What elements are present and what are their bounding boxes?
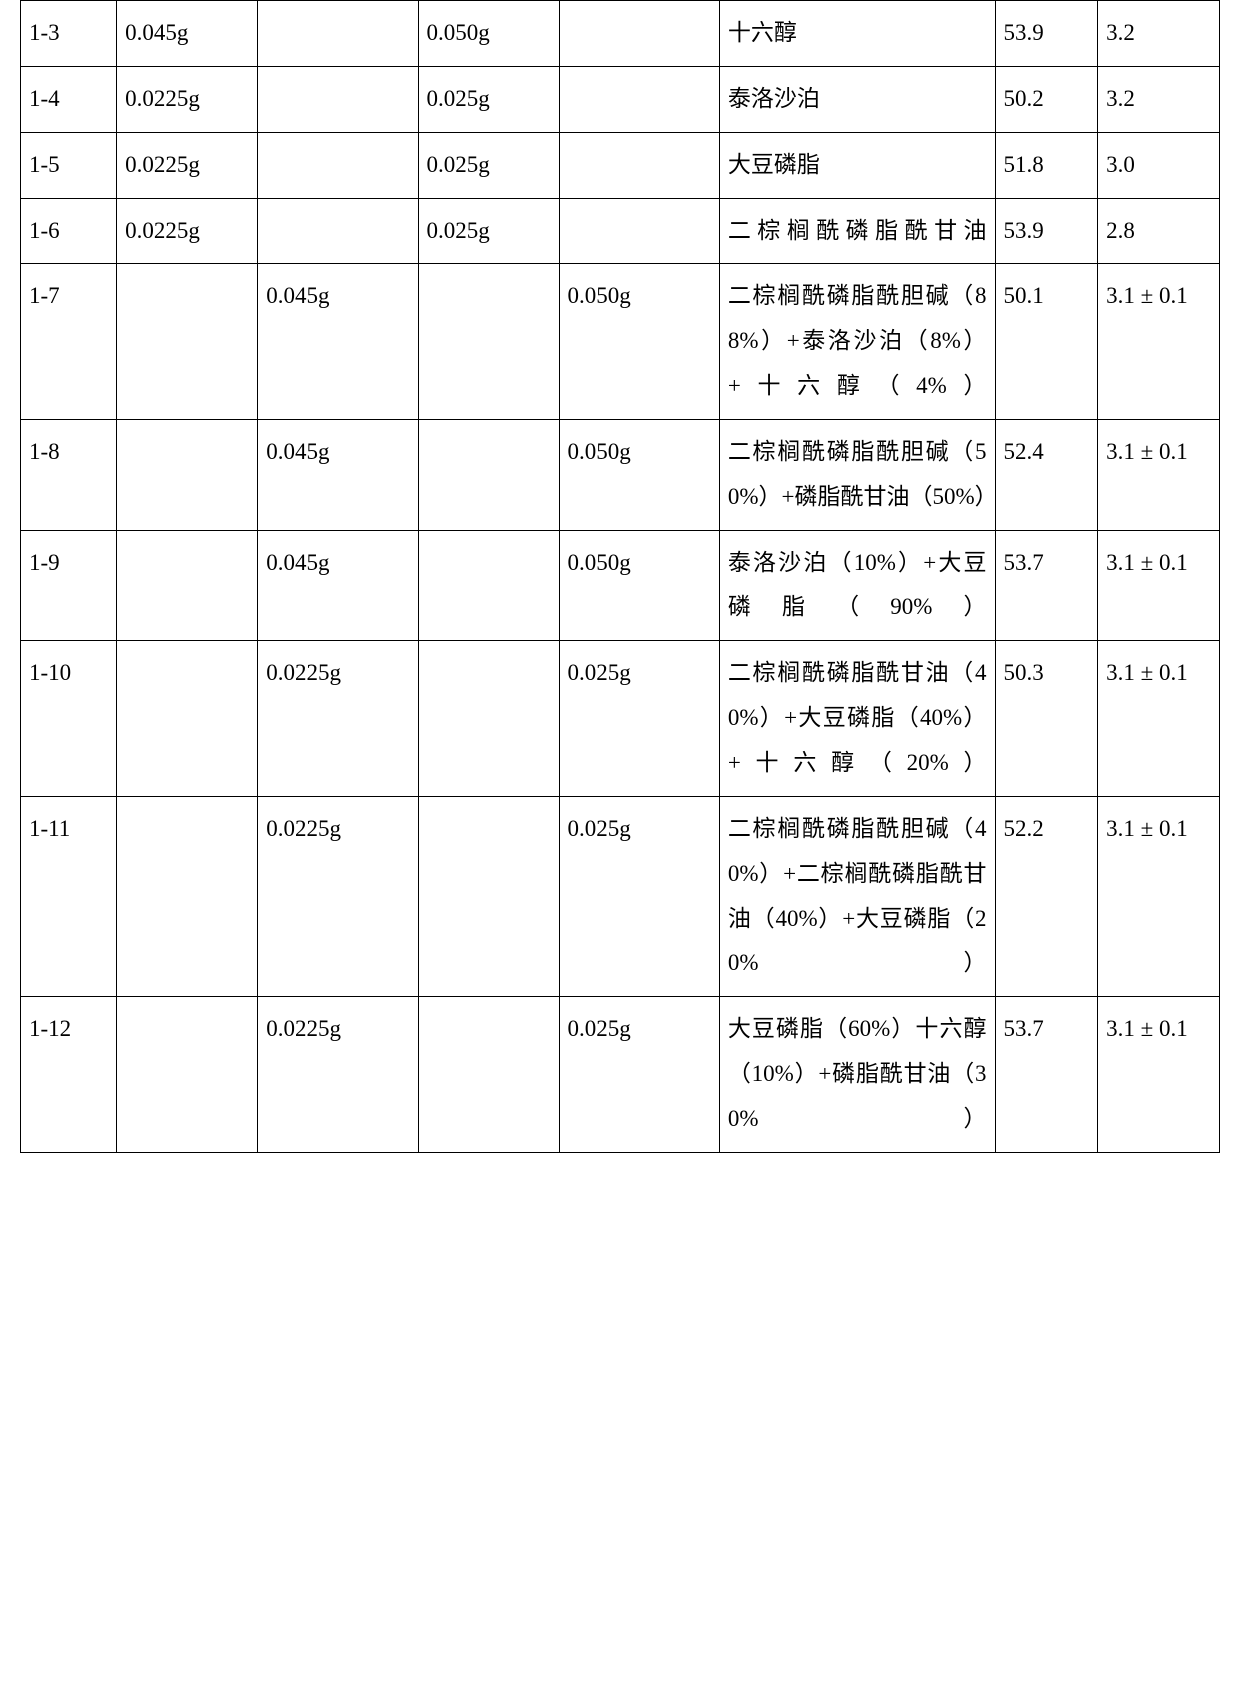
cell-c7: 3.1 ± 0.1 — [1098, 419, 1220, 530]
cell-c3: 0.025g — [418, 198, 559, 264]
cell-c5: 大豆磷脂 — [719, 132, 995, 198]
cell-c4 — [559, 1, 719, 67]
cell-c3 — [418, 264, 559, 420]
cell-c1: 0.0225g — [117, 198, 258, 264]
cell-c1 — [117, 796, 258, 996]
cell-c6: 52.2 — [995, 796, 1098, 996]
cell-c3 — [418, 641, 559, 797]
cell-c5: 泰洛沙泊（10%）+大豆磷脂（90%） — [719, 530, 995, 641]
table-row: 1-9 0.045g 0.050g 泰洛沙泊（10%）+大豆磷脂（90%） 53… — [21, 530, 1220, 641]
cell-c6: 51.8 — [995, 132, 1098, 198]
data-table: 1-3 0.045g 0.050g 十六醇 53.9 3.2 1-4 0.022… — [20, 0, 1220, 1153]
table-row: 1-6 0.0225g 0.025g 二棕榈酰磷脂酰甘油 53.9 2.8 — [21, 198, 1220, 264]
cell-c1 — [117, 997, 258, 1153]
cell-c3 — [418, 796, 559, 996]
cell-c3: 0.025g — [418, 132, 559, 198]
cell-c5: 二棕榈酰磷脂酰甘油 — [719, 198, 995, 264]
cell-c4: 0.050g — [559, 264, 719, 420]
cell-id: 1-6 — [21, 198, 117, 264]
cell-c6: 53.7 — [995, 997, 1098, 1153]
cell-c4 — [559, 198, 719, 264]
cell-c1 — [117, 419, 258, 530]
cell-c3 — [418, 419, 559, 530]
cell-id: 1-10 — [21, 641, 117, 797]
cell-c6: 50.3 — [995, 641, 1098, 797]
cell-c7: 3.1 ± 0.1 — [1098, 997, 1220, 1153]
cell-id: 1-5 — [21, 132, 117, 198]
cell-c2 — [258, 66, 418, 132]
cell-c5: 十六醇 — [719, 1, 995, 67]
table-row: 1-3 0.045g 0.050g 十六醇 53.9 3.2 — [21, 1, 1220, 67]
cell-c3 — [418, 997, 559, 1153]
cell-id: 1-4 — [21, 66, 117, 132]
cell-c6: 53.9 — [995, 198, 1098, 264]
table-row: 1-11 0.0225g 0.025g 二棕榈酰磷脂酰胆碱（40%）+二棕榈酰磷… — [21, 796, 1220, 996]
cell-c7: 3.1 ± 0.1 — [1098, 264, 1220, 420]
cell-c7: 3.0 — [1098, 132, 1220, 198]
cell-c4: 0.025g — [559, 796, 719, 996]
cell-c1 — [117, 264, 258, 420]
cell-c4 — [559, 132, 719, 198]
cell-c2 — [258, 1, 418, 67]
cell-c5: 二棕榈酰磷脂酰胆碱（40%）+二棕榈酰磷脂酰甘油（40%）+大豆磷脂（20%） — [719, 796, 995, 996]
cell-c1: 0.0225g — [117, 66, 258, 132]
cell-c3 — [418, 530, 559, 641]
cell-c1: 0.0225g — [117, 132, 258, 198]
cell-c5: 泰洛沙泊 — [719, 66, 995, 132]
cell-c7: 2.8 — [1098, 198, 1220, 264]
cell-c5: 二棕榈酰磷脂酰胆碱（50%）+磷脂酰甘油（50%） — [719, 419, 995, 530]
cell-c2: 0.045g — [258, 264, 418, 420]
cell-c6: 53.7 — [995, 530, 1098, 641]
cell-c7: 3.1 ± 0.1 — [1098, 641, 1220, 797]
cell-c2: 0.0225g — [258, 997, 418, 1153]
table-row: 1-8 0.045g 0.050g 二棕榈酰磷脂酰胆碱（50%）+磷脂酰甘油（5… — [21, 419, 1220, 530]
cell-c1 — [117, 530, 258, 641]
table-row: 1-7 0.045g 0.050g 二棕榈酰磷脂酰胆碱（88%）+泰洛沙泊（8%… — [21, 264, 1220, 420]
cell-c3: 0.025g — [418, 66, 559, 132]
cell-c7: 3.1 ± 0.1 — [1098, 796, 1220, 996]
cell-c5: 二棕榈酰磷脂酰甘油（40%）+大豆磷脂（40%）+十六醇（20%） — [719, 641, 995, 797]
cell-c6: 53.9 — [995, 1, 1098, 67]
cell-c5: 大豆磷脂（60%）十六醇（10%）+磷脂酰甘油（30%） — [719, 997, 995, 1153]
cell-c6: 50.1 — [995, 264, 1098, 420]
cell-c2: 0.0225g — [258, 796, 418, 996]
table-row: 1-4 0.0225g 0.025g 泰洛沙泊 50.2 3.2 — [21, 66, 1220, 132]
cell-c7: 3.2 — [1098, 1, 1220, 67]
cell-c4 — [559, 66, 719, 132]
table-body: 1-3 0.045g 0.050g 十六醇 53.9 3.2 1-4 0.022… — [21, 1, 1220, 1153]
cell-id: 1-9 — [21, 530, 117, 641]
cell-c4: 0.050g — [559, 530, 719, 641]
cell-c2 — [258, 132, 418, 198]
cell-c7: 3.1 ± 0.1 — [1098, 530, 1220, 641]
cell-id: 1-7 — [21, 264, 117, 420]
cell-c5: 二棕榈酰磷脂酰胆碱（88%）+泰洛沙泊（8%）+十六醇（4%） — [719, 264, 995, 420]
table-row: 1-10 0.0225g 0.025g 二棕榈酰磷脂酰甘油（40%）+大豆磷脂（… — [21, 641, 1220, 797]
table-row: 1-5 0.0225g 0.025g 大豆磷脂 51.8 3.0 — [21, 132, 1220, 198]
cell-c7: 3.2 — [1098, 66, 1220, 132]
cell-c2: 0.045g — [258, 530, 418, 641]
cell-c4: 0.025g — [559, 997, 719, 1153]
cell-c4: 0.050g — [559, 419, 719, 530]
cell-c6: 50.2 — [995, 66, 1098, 132]
cell-id: 1-3 — [21, 1, 117, 67]
cell-c2 — [258, 198, 418, 264]
cell-c4: 0.025g — [559, 641, 719, 797]
cell-c2: 0.0225g — [258, 641, 418, 797]
cell-c3: 0.050g — [418, 1, 559, 67]
cell-id: 1-12 — [21, 997, 117, 1153]
cell-id: 1-11 — [21, 796, 117, 996]
cell-id: 1-8 — [21, 419, 117, 530]
table-row: 1-12 0.0225g 0.025g 大豆磷脂（60%）十六醇（10%）+磷脂… — [21, 997, 1220, 1153]
cell-c1: 0.045g — [117, 1, 258, 67]
cell-c2: 0.045g — [258, 419, 418, 530]
cell-c6: 52.4 — [995, 419, 1098, 530]
cell-c1 — [117, 641, 258, 797]
